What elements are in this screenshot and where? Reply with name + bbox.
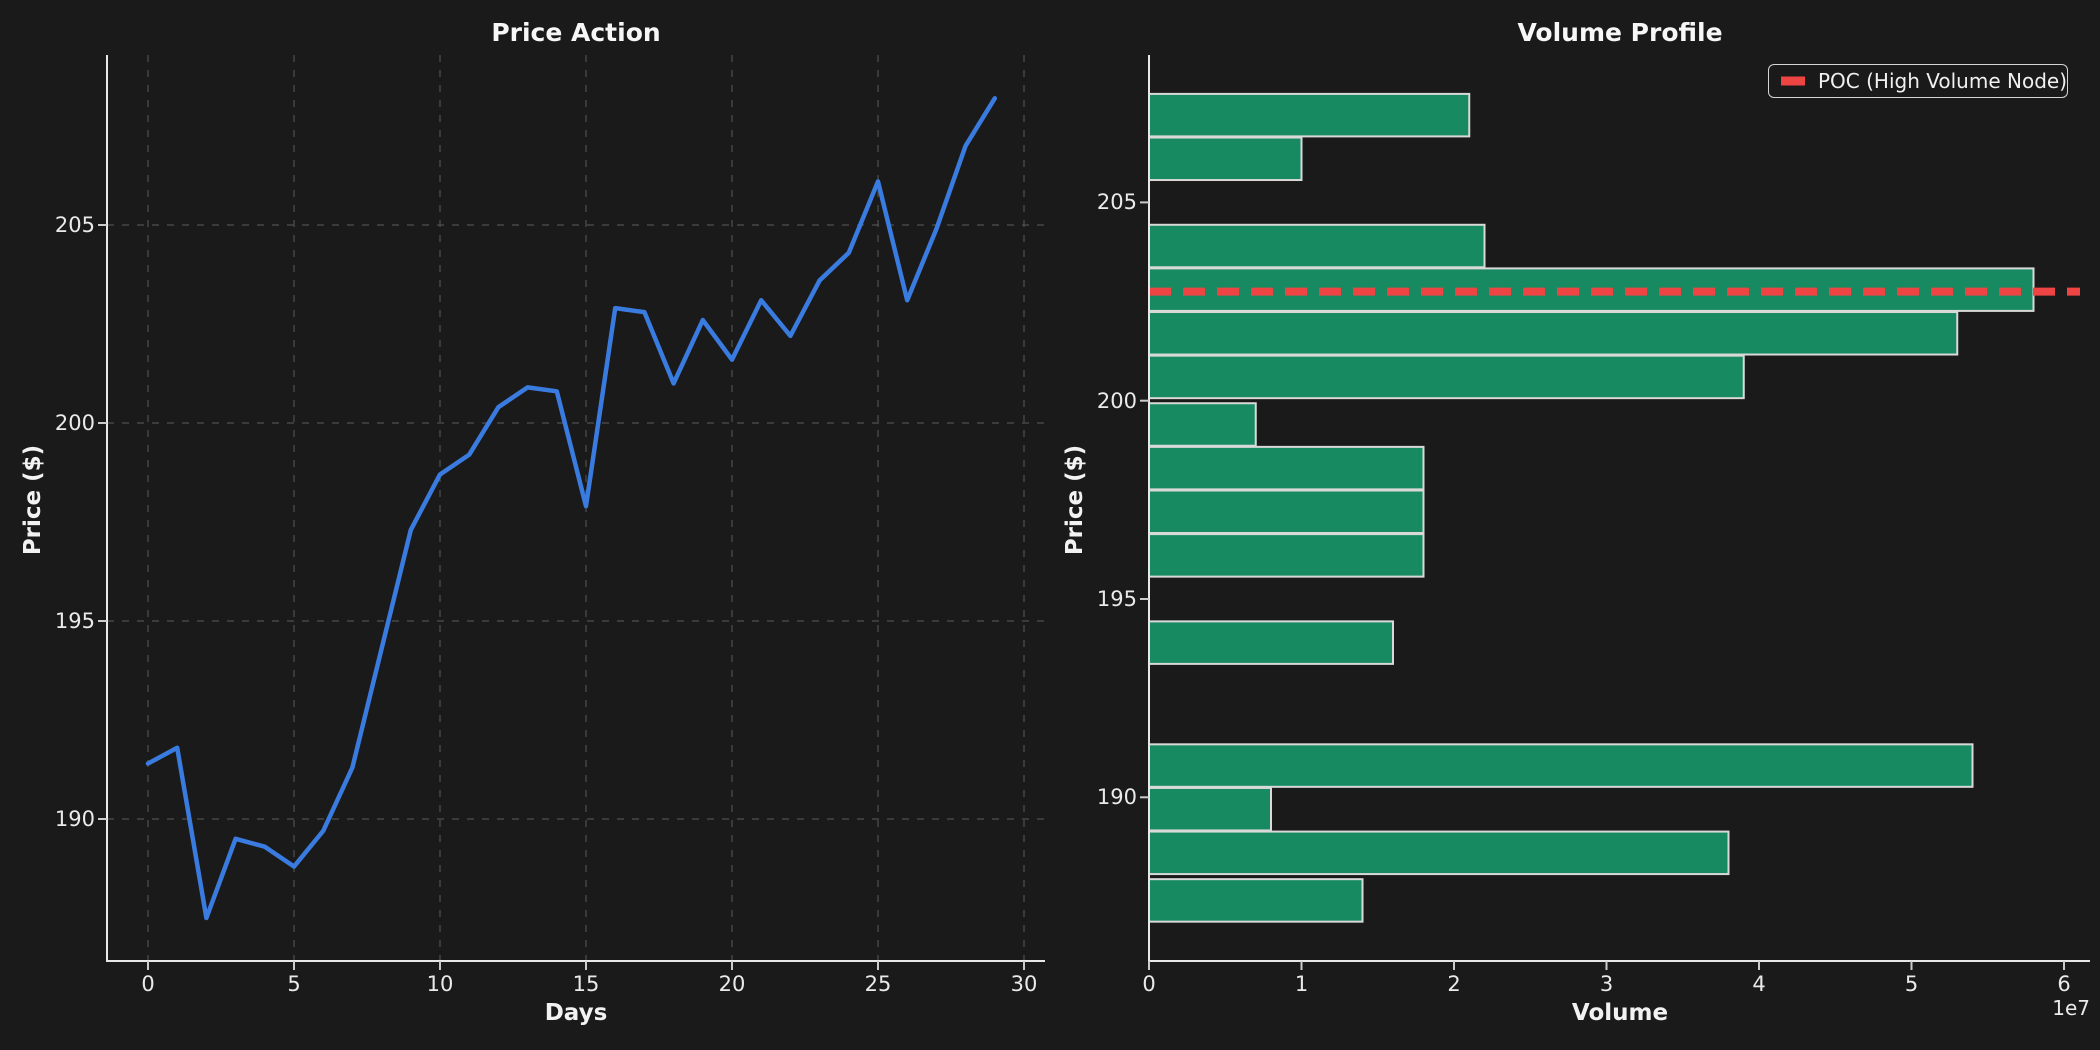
right-xtick-6: 6 [2057, 972, 2071, 996]
right-ytick-205: 205 [1096, 190, 1137, 215]
right-ytick-190: 190 [1096, 785, 1137, 810]
left-xtick-20: 20 [718, 972, 746, 996]
left-xtick-15: 15 [572, 972, 600, 996]
poc-legend-label: POC (High Volume Node) [1818, 69, 2067, 93]
left-ytick-205: 205 [54, 212, 95, 237]
left-ytick-200: 200 [54, 411, 95, 435]
left-xtick-10: 10 [426, 972, 454, 996]
right-xtick-2: 2 [1447, 972, 1461, 996]
left-xtick-25: 25 [864, 972, 892, 996]
right-ytick-200: 200 [1096, 388, 1137, 413]
right-xtick-1: 1 [1294, 972, 1309, 996]
left-xtick-30: 30 [1010, 972, 1038, 996]
right-chart-title: Volume Profile [1517, 18, 1723, 47]
right-ytick-195: 195 [1096, 587, 1137, 611]
right-xtick-0: 0 [1142, 972, 1156, 996]
right-xtick-4: 4 [1752, 972, 1766, 996]
left-xaxis-label: Days [544, 1000, 608, 1026]
left-yaxis-label: Price ($) [20, 444, 46, 556]
poc-legend: POC (High Volume Node) [1768, 64, 2068, 98]
left-xtick-5: 5 [287, 972, 301, 996]
right-xtick-3: 3 [1599, 972, 1614, 996]
left-xtick-0: 0 [141, 972, 155, 996]
right-xaxis-label: Volume [1571, 1000, 1669, 1026]
poc-dashed-line-icon [1781, 76, 1805, 86]
right-yaxis-label: Price ($) [1062, 444, 1088, 556]
left-ytick-195: 195 [54, 609, 95, 634]
left-ytick-190: 190 [54, 807, 95, 832]
right-xtick-5: 5 [1904, 972, 1919, 996]
axis-offset-multiplier: 1e7 [2052, 996, 2090, 1020]
left-chart-title: Price Action [491, 18, 661, 47]
